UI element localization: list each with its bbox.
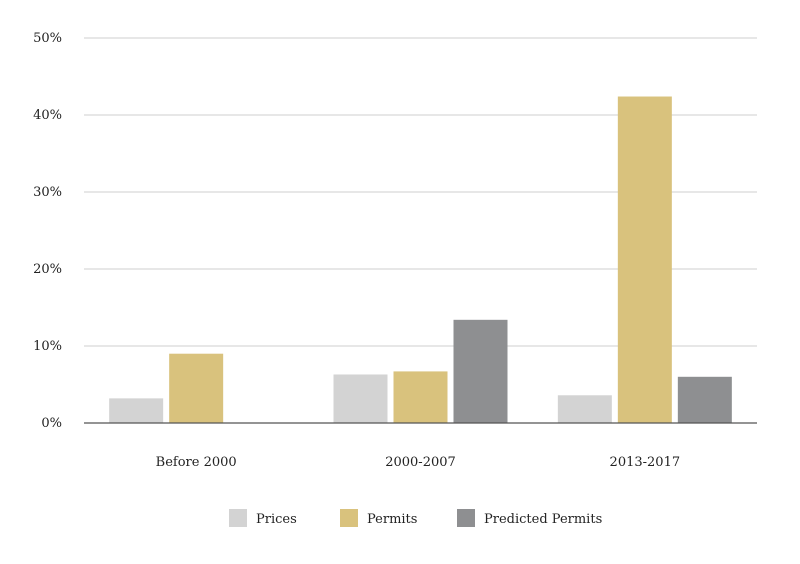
bar-prices-0 <box>109 398 164 423</box>
legend-label: Prices <box>256 512 297 527</box>
y-axis-ticks: 0% 10% 20% 30% 40% 50% <box>33 31 62 431</box>
legend-swatch <box>457 509 475 527</box>
bar-permits-1 <box>393 371 448 423</box>
bar-prices-1 <box>333 374 388 423</box>
y-tick-label: 40% <box>33 108 62 123</box>
legend-item: Prices <box>229 509 297 527</box>
x-category-label: 2013-2017 <box>610 455 681 470</box>
legend-swatch <box>340 509 358 527</box>
bars <box>109 96 732 424</box>
bar-predicted-permits-2 <box>677 376 732 423</box>
y-tick-label: 0% <box>41 416 62 431</box>
x-category-label: 2000-2007 <box>385 455 456 470</box>
legend-swatch <box>229 509 247 527</box>
x-category-label: Before 2000 <box>156 455 237 470</box>
legend-item: Permits <box>340 509 417 527</box>
legend-item: Predicted Permits <box>457 509 602 527</box>
legend: Prices Permits Predicted Permits <box>229 509 602 527</box>
y-tick-label: 50% <box>33 31 62 46</box>
x-axis-categories: Before 2000 2000-2007 2013-2017 <box>156 455 680 470</box>
bar-permits-2 <box>617 96 672 424</box>
y-tick-label: 30% <box>33 185 62 200</box>
y-tick-label: 10% <box>33 339 62 354</box>
bar-permits-0 <box>169 353 224 423</box>
y-tick-label: 20% <box>33 262 62 277</box>
legend-label: Predicted Permits <box>484 512 602 527</box>
legend-label: Permits <box>367 512 417 527</box>
bar-prices-2 <box>557 395 612 423</box>
bar-predicted-permits-1 <box>453 319 508 423</box>
